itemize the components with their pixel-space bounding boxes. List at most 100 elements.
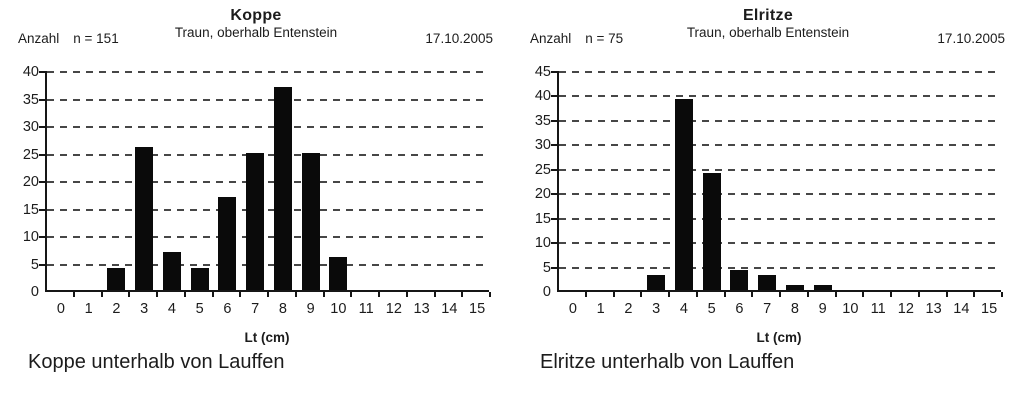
x-tick-label: 6 <box>735 301 744 317</box>
x-tick-label: 8 <box>790 301 799 317</box>
y-tick-label: 25 <box>22 146 39 163</box>
y-tick-label: 20 <box>22 174 39 190</box>
x-tick-label: 8 <box>278 301 287 317</box>
bar-lt-6 <box>218 196 237 290</box>
y-tick-label: 0 <box>542 284 551 300</box>
y-axis-tick <box>39 71 47 73</box>
y-axis-tick <box>39 153 47 156</box>
x-tick-label: 3 <box>652 301 661 317</box>
y-tick-label: 45 <box>534 64 551 80</box>
y-axis-tick <box>551 242 559 245</box>
gridline <box>559 242 1001 245</box>
x-axis-tick <box>640 292 643 297</box>
bar-lt-7 <box>246 152 265 290</box>
gridline <box>559 71 1001 73</box>
gridline <box>559 193 1001 196</box>
x-axis-tick <box>1001 292 1003 297</box>
y-axis-tick <box>551 168 559 171</box>
x-axis-tick <box>945 292 948 297</box>
x-axis-tick <box>183 292 186 297</box>
y-axis-tick <box>551 144 559 147</box>
x-tick-label: 15 <box>981 301 998 317</box>
x-axis-tick <box>350 292 353 297</box>
chart-panel-elritze: Elritze Traun, oberhalb Entenstein Anzah… <box>512 0 1024 400</box>
x-axis-tick <box>267 292 269 297</box>
x-axis-tick <box>890 292 892 297</box>
x-axis-tick <box>668 292 670 297</box>
y-axis-tick <box>551 217 559 220</box>
x-tick-label: 14 <box>953 301 970 317</box>
x-axis-label: Lt (cm) <box>244 330 290 345</box>
y-tick-label: 15 <box>22 201 39 218</box>
x-axis-tick <box>751 292 754 297</box>
survey-date: 17.10.2005 <box>937 31 1005 46</box>
sample-size-label: n = 151 <box>73 31 119 46</box>
chart-caption: Elritze unterhalb von Lauffen <box>540 351 795 373</box>
chart-subtitle: Traun, oberhalb Entenstein <box>686 25 850 40</box>
x-axis-tick <box>612 292 615 297</box>
y-tick-label: 25 <box>534 161 551 178</box>
bar-lt-7 <box>758 275 777 290</box>
x-tick-label: 15 <box>469 301 486 317</box>
x-tick-label: 1 <box>596 301 605 317</box>
gridline <box>559 266 1001 269</box>
x-axis-tick <box>806 292 809 297</box>
x-tick-label: 0 <box>568 301 577 317</box>
x-tick-label: 12 <box>897 301 914 317</box>
y-axis-tick <box>39 263 47 266</box>
gridline <box>47 263 489 266</box>
x-tick-label: 14 <box>441 301 458 317</box>
gridline <box>47 126 489 128</box>
y-tick-label: 20 <box>534 186 551 203</box>
bar-lt-2 <box>107 268 126 290</box>
y-tick-label: 10 <box>22 229 39 245</box>
y-axis-tick <box>39 208 47 211</box>
y-axis-tick <box>39 181 47 183</box>
gridline <box>559 217 1001 220</box>
x-axis-tick <box>695 292 698 297</box>
x-tick-label: 2 <box>624 301 633 317</box>
x-axis-tick <box>100 292 103 297</box>
y-tick-label: 10 <box>534 235 551 252</box>
y-tick-label: 40 <box>534 88 551 105</box>
chart-panel-koppe: Koppe Traun, oberhalb Entenstein Anzahl n… <box>18 7 493 373</box>
x-axis-tick <box>378 292 380 297</box>
x-axis-tick <box>723 292 726 297</box>
chart-caption: Koppe unterhalb von Lauffen <box>28 351 285 373</box>
x-tick-label: 13 <box>925 301 942 317</box>
gridline <box>47 98 489 101</box>
y-tick-label: 35 <box>534 112 551 129</box>
y-tick-label: 5 <box>30 256 39 273</box>
x-axis-tick <box>239 292 242 297</box>
chart-title: Koppe <box>230 7 282 24</box>
x-axis-tick <box>156 292 158 297</box>
x-axis-tick <box>917 292 920 297</box>
x-tick-label: 10 <box>330 301 347 317</box>
gridline <box>47 181 489 183</box>
plot-area: 0 5 10 15 20 25 30 35 40 0 1 2 3 4 5 6 7 8 9 10 11 12 13 14 15 <box>23 64 491 317</box>
bar-lt-8 <box>785 285 804 290</box>
y-tick-label: 15 <box>534 210 551 227</box>
bar-lt-9 <box>301 152 320 290</box>
bar-lt-5 <box>190 268 209 290</box>
y-axis-tick <box>551 119 559 122</box>
bar-lt-10 <box>329 257 348 290</box>
anzahl-label: Anzahl <box>18 31 60 46</box>
bar-lt-3 <box>135 147 154 290</box>
x-tick-label: 4 <box>167 301 176 317</box>
x-tick-label: 4 <box>679 301 688 317</box>
x-axis-tick <box>973 292 976 297</box>
gridline <box>47 153 489 156</box>
x-axis-tick <box>834 292 837 297</box>
x-tick-label: 0 <box>56 301 65 317</box>
sample-size-label: n = 75 <box>585 31 624 46</box>
gridline <box>47 236 489 238</box>
x-tick-label: 6 <box>223 301 232 317</box>
y-axis-tick <box>39 98 47 101</box>
chart-subtitle: Traun, oberhalb Entenstein <box>174 25 338 40</box>
y-tick-label: 30 <box>534 137 551 154</box>
y-tick-label: 0 <box>30 284 39 300</box>
x-tick-label: 5 <box>707 301 716 317</box>
x-axis-tick <box>211 292 214 297</box>
